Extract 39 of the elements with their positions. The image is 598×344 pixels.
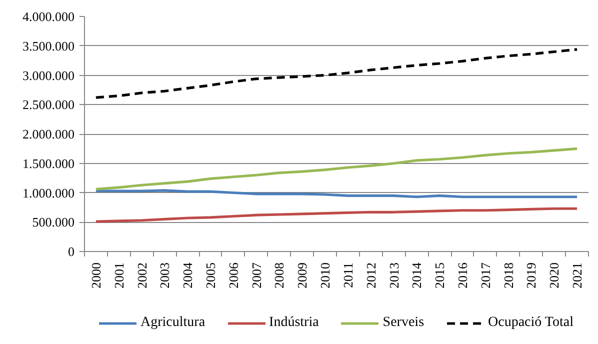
line-series bbox=[94, 147, 578, 191]
x-tick-label: 2000 bbox=[88, 262, 104, 288]
x-tick-label: 2017 bbox=[478, 262, 493, 288]
y-tick-label: 4.000.000 bbox=[22, 9, 74, 24]
x-tick-label: 2016 bbox=[455, 262, 470, 288]
x-tick-label: 2009 bbox=[294, 262, 310, 288]
line-series bbox=[94, 48, 578, 99]
x-tick-label: 2018 bbox=[500, 262, 516, 288]
x-tick-label: 2008 bbox=[272, 262, 287, 288]
x-tick-label: 2014 bbox=[409, 262, 424, 288]
y-tick-label: 1.500.000 bbox=[22, 156, 74, 171]
y-tick-label: 1.000.000 bbox=[22, 185, 74, 200]
x-tick-label: 2007 bbox=[248, 262, 264, 288]
x-tick-label: 2019 bbox=[524, 262, 539, 288]
x-tick-label: 2011 bbox=[340, 262, 356, 288]
x-tick-label: 2020 bbox=[546, 262, 562, 288]
x-tick-label: 2006 bbox=[226, 262, 241, 288]
x-tick-label: 2010 bbox=[318, 262, 333, 288]
x-tick-label: 2013 bbox=[386, 262, 402, 288]
line-series bbox=[94, 207, 578, 223]
x-tick-label: 2002 bbox=[134, 262, 150, 288]
x-tick-label: 2021 bbox=[570, 262, 585, 288]
legend-label: Serveis bbox=[382, 314, 424, 330]
x-tick-label: 2012 bbox=[363, 262, 378, 288]
x-tick-label: 2003 bbox=[157, 262, 172, 288]
legend-label: Indústria bbox=[269, 314, 319, 330]
y-tick-label: 2.500.000 bbox=[22, 97, 74, 112]
legend-label: Agricultura bbox=[140, 314, 206, 330]
x-tick-label: 2005 bbox=[203, 262, 218, 288]
y-tick-label: 3.500.000 bbox=[22, 38, 74, 54]
x-tick-label: 2001 bbox=[111, 262, 126, 288]
x-tick-label: 2004 bbox=[180, 262, 196, 288]
y-tick-label: 0 bbox=[68, 244, 74, 259]
legend-label: Ocupació Total bbox=[488, 314, 574, 330]
x-tick-label: 2015 bbox=[432, 262, 448, 288]
y-tick-label: 3.000.000 bbox=[22, 68, 74, 83]
line-series bbox=[94, 189, 578, 198]
y-tick-label: 500.000 bbox=[32, 214, 74, 230]
y-tick-label: 2.000.000 bbox=[22, 126, 74, 142]
